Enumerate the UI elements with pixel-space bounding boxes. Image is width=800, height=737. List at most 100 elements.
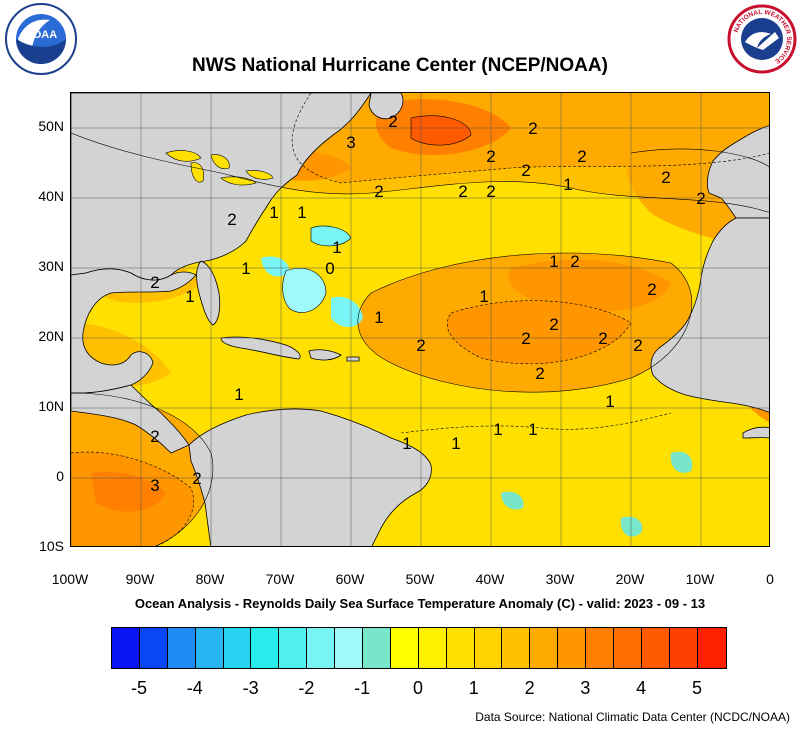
colorbar-swatch: [251, 628, 280, 668]
colorbar-swatch: [614, 628, 642, 668]
contour-label: 2: [647, 280, 656, 299]
contour-label: 2: [374, 182, 383, 201]
colorbar-label: -4: [186, 678, 203, 698]
contour-label: 1: [479, 287, 488, 306]
contour-label: 2: [696, 189, 705, 208]
contour-label: 1: [605, 392, 614, 411]
contour-label: 1: [332, 238, 341, 257]
contour-label: 1: [402, 434, 411, 453]
colorbar-swatch: [223, 628, 252, 668]
lon-label: 90W: [125, 571, 155, 587]
colorbar-swatch: [558, 628, 587, 668]
colorbar-swatch: [363, 628, 391, 668]
colorbar-label: 4: [636, 678, 647, 698]
contour-label: 1: [269, 203, 278, 222]
colorbar-label: 5: [691, 678, 702, 698]
contour-label: 3: [150, 476, 159, 495]
colorbar-swatch: [446, 628, 475, 668]
nws-logo: NATIONAL WEATHER SERVICE: [727, 4, 797, 74]
contour-label: 1: [234, 385, 243, 404]
colorbar-label: -5: [130, 678, 147, 698]
contour-label: 2: [192, 469, 201, 488]
colorbar-label: -2: [298, 678, 315, 698]
contour-label: 1: [185, 287, 194, 306]
contour-label: 2: [598, 329, 607, 348]
contour-lines: [71, 93, 769, 546]
colorbar-label: 3: [580, 678, 591, 698]
noaa-logo-text: NOAA: [25, 29, 57, 41]
map-title: NWS National Hurricane Center (NCEP/NOAA…: [192, 55, 608, 76]
lon-label: 80W: [195, 571, 225, 587]
colorbar-swatch: [167, 628, 196, 668]
contour-label: 2: [150, 427, 159, 446]
contour-label: 1: [493, 420, 502, 439]
contour-label: 1: [374, 308, 383, 327]
contour-label: 2: [388, 112, 397, 131]
contour-label: 1: [297, 203, 306, 222]
lat-label: 10N: [38, 398, 64, 414]
lon-label: 10W: [685, 571, 715, 587]
map-subtitle: Ocean Analysis - Reynolds Daily Sea Surf…: [134, 596, 706, 611]
contour-label: 2: [577, 147, 586, 166]
colorbar-swatch: [474, 628, 503, 668]
cool-anomaly-fields: [261, 226, 693, 537]
lat-label: 40N: [38, 188, 64, 204]
colorbar-swatch: [502, 628, 531, 668]
colorbar-label: 1: [468, 678, 479, 698]
lon-label: 30W: [545, 571, 575, 587]
colorbar-swatch: [195, 628, 224, 668]
noaa-logo: NOAA: [4, 2, 78, 76]
colorbar: [111, 627, 727, 669]
contour-label: 2: [486, 182, 495, 201]
lat-label: 30N: [38, 258, 64, 274]
lon-label: 70W: [265, 571, 295, 587]
lon-label: 100W: [51, 571, 89, 587]
contour-label: 2: [227, 210, 236, 229]
contour-label: 2: [528, 119, 537, 138]
lat-label: 0: [56, 468, 64, 484]
lon-label: 40W: [475, 571, 505, 587]
contour-label: 2: [570, 252, 579, 271]
colorbar-label: -1: [354, 678, 371, 698]
lon-label: 0: [766, 571, 774, 587]
colorbar-swatch: [279, 628, 308, 668]
contour-label: 2: [521, 161, 530, 180]
contour-label: 2: [535, 364, 544, 383]
contour-label: 1: [563, 175, 572, 194]
colorbar-swatch: [112, 628, 140, 668]
colorbar-label: 0: [412, 678, 423, 698]
colorbar-swatch: [530, 628, 559, 668]
lat-label: 50N: [38, 118, 64, 134]
lon-label: 60W: [335, 571, 365, 587]
contour-label: 1: [241, 259, 250, 278]
contour-label: 3: [346, 133, 355, 152]
lon-label: 50W: [405, 571, 435, 587]
contour-label: 2: [150, 273, 159, 292]
contour-label: 1: [451, 434, 460, 453]
colorbar-swatch: [418, 628, 447, 668]
data-source: Data Source: National Climatic Data Cent…: [475, 710, 790, 724]
colorbar-swatch: [697, 628, 726, 668]
contour-label: 1: [528, 420, 537, 439]
lon-label: 20W: [615, 571, 645, 587]
colorbar-label: -3: [242, 678, 259, 698]
lat-label: 20N: [38, 328, 64, 344]
contour-label: 2: [521, 329, 530, 348]
lat-lon-grid: [71, 93, 769, 546]
colorbar-swatch: [139, 628, 168, 668]
contour-label: 2: [661, 168, 670, 187]
colorbar-label: 2: [524, 678, 535, 698]
contour-label: 0: [325, 259, 334, 278]
contour-label: 2: [458, 182, 467, 201]
contour-label: 2: [486, 147, 495, 166]
colorbar-swatch: [586, 628, 615, 668]
contour-label: 1: [549, 252, 558, 271]
contour-label: 2: [416, 336, 425, 355]
contour-label: 2: [549, 315, 558, 334]
colorbar-swatch: [390, 628, 419, 668]
land: [71, 93, 769, 546]
lat-label: 10S: [39, 538, 64, 554]
